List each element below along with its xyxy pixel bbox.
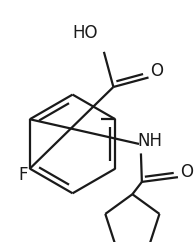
Text: F: F (19, 166, 28, 184)
Text: HO: HO (72, 24, 98, 42)
Text: O: O (150, 62, 163, 80)
Text: O: O (180, 163, 193, 181)
Text: NH: NH (137, 132, 162, 150)
